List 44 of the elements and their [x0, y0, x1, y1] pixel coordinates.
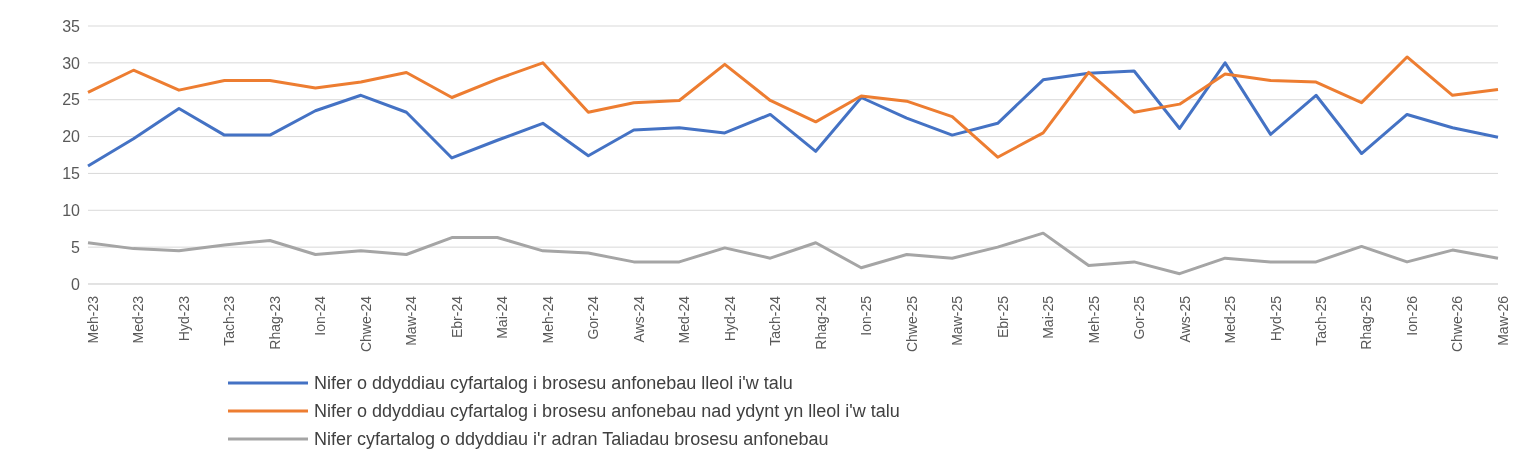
x-tick-label: Rhag-25	[1358, 295, 1375, 350]
x-tick-label: Meh-24	[539, 295, 556, 344]
x-tick-label: Mai-25	[1040, 295, 1057, 339]
x-tick-label: Ebr-25	[994, 295, 1011, 339]
line-series	[86, 231, 1500, 276]
x-tick-label: Ion-25	[858, 295, 875, 336]
x-tick-label: Gor-25	[1131, 295, 1148, 340]
x-tick-label: Hyd-23	[175, 295, 192, 342]
x-tick-label: Meh-25	[1085, 295, 1102, 344]
y-tick-label: 30	[62, 54, 81, 72]
x-tick-label: Ion-24	[312, 295, 329, 336]
x-tick-label: Maw-26	[1494, 295, 1511, 346]
y-tick-label: 15	[62, 165, 81, 183]
x-tick-label: Tach-25	[1313, 295, 1329, 346]
x-tick-label: Aws-25	[1176, 295, 1193, 343]
x-tick-label: Med-25	[1222, 295, 1239, 344]
x-tick-label: Hyd-24	[721, 295, 738, 342]
x-tick-label: Rhag-23	[266, 295, 283, 350]
y-tick-label: 5	[71, 238, 81, 256]
y-tick-label: 20	[62, 128, 81, 146]
x-tick-label: Gor-24	[585, 295, 602, 340]
x-tick-label: Chwe-24	[357, 295, 374, 353]
legend-label: Nifer o ddyddiau cyfartalog i brosesu anfonebau nad ydynt yn lleol i'w talu	[314, 400, 900, 423]
x-tick-label: Mai-24	[494, 295, 511, 339]
x-tick-label: Tach-24	[767, 295, 784, 346]
x-tick-label: Maw-25	[949, 295, 966, 346]
x-tick-label: Med-23	[130, 295, 147, 344]
y-tick-label: 25	[62, 91, 81, 109]
x-tick-label: Meh-23	[84, 295, 101, 344]
x-tick-label: Chwe-26	[1449, 295, 1466, 353]
y-tick-label: 10	[62, 201, 81, 219]
x-tick-label: Rhag-24	[812, 295, 829, 350]
x-tick-label: Ion-26	[1403, 295, 1420, 336]
x-tick-label: Hyd-25	[1267, 295, 1284, 342]
x-tick-label: Aws-24	[630, 295, 647, 343]
y-tick-label: 0	[71, 275, 81, 293]
y-tick-label: 35	[62, 17, 81, 35]
x-tick-label: Chwe-25	[903, 295, 920, 353]
x-tick-label: Maw-24	[403, 295, 420, 346]
x-tick-label: Ebr-24	[448, 295, 465, 339]
legend-label: Nifer cyfartalog o ddyddiau i'r adran Taliadau brosesu anfonebau	[314, 428, 829, 451]
legend-label: Nifer o ddyddiau cyfartalog i brosesu anfonebau lleol i'w talu	[314, 372, 793, 395]
x-tick-label: Tach-23	[221, 295, 238, 346]
x-tick-label: Med-24	[676, 295, 693, 344]
